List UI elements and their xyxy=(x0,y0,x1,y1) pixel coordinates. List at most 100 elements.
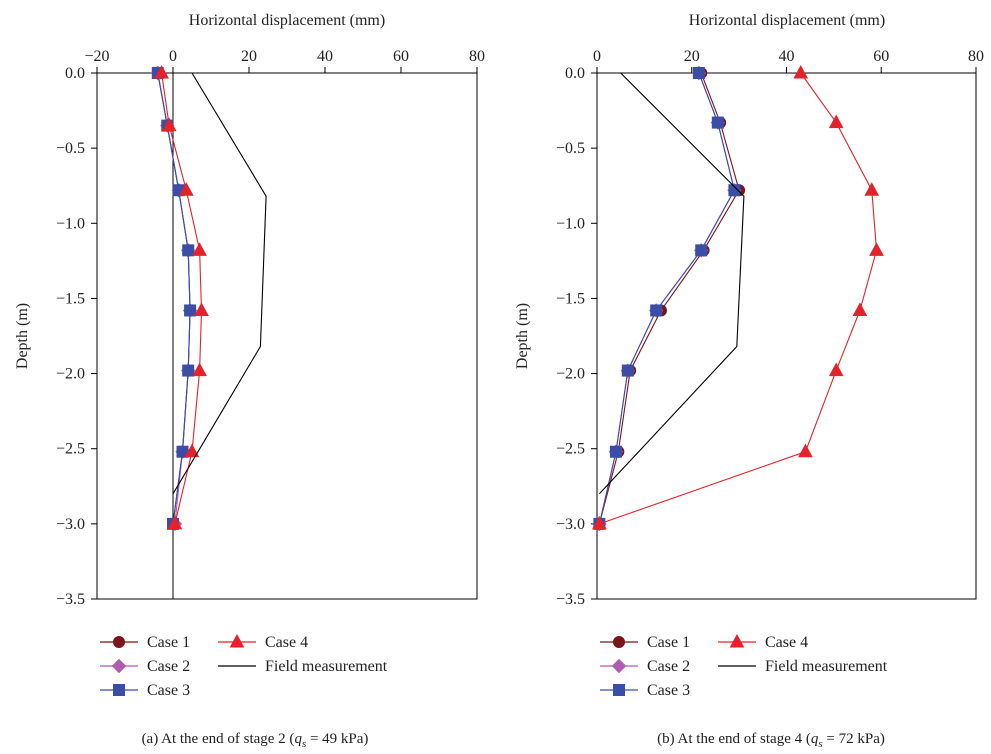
x-tick-label: 60 xyxy=(393,48,409,65)
legend-label: Case 3 xyxy=(647,682,690,699)
plot-frame xyxy=(596,72,977,600)
legend-label: Field measurement xyxy=(265,658,388,675)
series-case-4 xyxy=(592,64,884,530)
data-point xyxy=(161,117,177,132)
x-axis-title: Horizontal displacement (mm) xyxy=(689,12,885,29)
data-point xyxy=(178,182,194,196)
data-point xyxy=(869,242,884,256)
data-point xyxy=(828,362,844,377)
tick-layer: 0 20 40 60 80 0.0 −0.5 −1.0 −1.5 −2.0 −2.5 −3.0 −3.5 xyxy=(556,48,984,608)
legend-swatch-marker xyxy=(611,658,627,674)
series-case-4 xyxy=(154,64,209,530)
legend-item-field-measurement: Field measurement xyxy=(218,658,388,675)
legend-swatch-marker xyxy=(613,684,625,696)
y-tick-label: −1.0 xyxy=(56,215,85,232)
legend-label: Case 1 xyxy=(647,634,690,651)
y-tick-label: −0.5 xyxy=(56,140,85,157)
data-point xyxy=(182,244,195,257)
legend-swatch-marker xyxy=(729,633,745,648)
data-point xyxy=(184,304,197,317)
y-tick-label: −3.5 xyxy=(56,591,85,608)
series-field-measurement xyxy=(598,72,745,495)
series-case-3 xyxy=(151,67,197,530)
data-point xyxy=(711,116,724,129)
data-point xyxy=(728,184,741,197)
data-point xyxy=(192,362,207,377)
x-tick-label: 60 xyxy=(873,48,889,65)
y-tick-label: −2.0 xyxy=(56,366,85,383)
series-line xyxy=(598,72,745,495)
chart-panel-b: Horizontal displacement (mm) Depth (m) 0… xyxy=(514,12,984,750)
legend-item-case-1: Case 1 xyxy=(600,634,690,651)
data-point xyxy=(194,302,209,316)
y-tick-label: −1.5 xyxy=(556,290,585,307)
legend-item-case-2: Case 2 xyxy=(600,658,690,675)
y-tick-label: −1.5 xyxy=(56,290,85,307)
y-tick-label: −2.5 xyxy=(56,441,85,458)
legend-label: Case 2 xyxy=(147,658,190,675)
series-line xyxy=(172,72,267,495)
data-point xyxy=(798,443,813,458)
series-layer xyxy=(150,64,267,532)
series-line xyxy=(599,72,878,525)
series-line xyxy=(157,72,191,524)
caption-sub: s xyxy=(818,738,822,750)
y-tick-label: 0.0 xyxy=(565,65,585,82)
x-axis-title: Horizontal displacement (mm) xyxy=(189,12,385,29)
data-point xyxy=(192,242,207,256)
tick-layer: −20 0 20 40 60 80 0.0 −0.5 −1.0 −1.5 −2.0 −2.5 −3.0 −… xyxy=(56,48,485,608)
x-tick-label: 40 xyxy=(317,48,333,65)
y-axis-title: Depth (m) xyxy=(14,303,31,369)
y-tick-label: 0.0 xyxy=(65,65,85,82)
legend-item-field-measurement: Field measurement xyxy=(718,658,888,675)
x-tick-label: 0 xyxy=(593,48,601,65)
legend-item-case-3: Case 3 xyxy=(600,682,690,699)
series-line xyxy=(598,72,735,525)
caption-q: q xyxy=(811,731,819,747)
data-point xyxy=(852,302,868,316)
x-tick-label: 20 xyxy=(241,48,257,65)
legend-item-case-4: Case 4 xyxy=(718,633,808,651)
data-point xyxy=(167,515,183,530)
data-point xyxy=(182,364,195,377)
data-point xyxy=(695,244,708,257)
data-point xyxy=(650,304,663,317)
data-point xyxy=(184,443,200,458)
y-tick-label: −2.5 xyxy=(556,441,585,458)
y-tick-label: −3.0 xyxy=(56,516,85,533)
caption: (b) At the end of stage 4 (qs = 72 kPa) xyxy=(657,731,885,750)
legend-swatch-marker xyxy=(113,684,125,696)
y-tick-label: −2.0 xyxy=(556,366,585,383)
legend-label: Field measurement xyxy=(765,658,888,675)
legend-swatch-marker xyxy=(229,633,245,648)
caption: (a) At the end of stage 2 (qs = 49 kPa) xyxy=(142,731,369,750)
legend-item-case-2: Case 2 xyxy=(100,658,190,675)
y-tick-label: −3.0 xyxy=(556,516,585,533)
x-tick-label: 20 xyxy=(684,48,700,65)
legend-label: Case 3 xyxy=(147,682,190,699)
data-point xyxy=(621,364,634,377)
x-tick-label: 40 xyxy=(779,48,795,65)
x-tick-label: 80 xyxy=(469,48,485,65)
data-point xyxy=(793,64,809,79)
data-point xyxy=(828,114,844,129)
legend-swatch-marker xyxy=(111,658,127,674)
legend-label: Case 4 xyxy=(265,634,308,651)
legend-swatch-marker xyxy=(613,636,625,648)
series-line xyxy=(598,72,740,525)
legend-item-case-4: Case 4 xyxy=(218,633,308,651)
caption-suffix: = 72 kPa) xyxy=(823,731,885,747)
series-case-1 xyxy=(151,67,197,530)
caption-suffix: = 49 kPa) xyxy=(306,731,368,747)
y-axis-title: Depth (m) xyxy=(514,303,531,369)
caption-prefix: (a) At the end of stage 2 ( xyxy=(142,731,295,747)
legend: Case 1 Case 2 Case 3 Case 4 Field measuremen… xyxy=(600,633,888,699)
legend-item-case-1: Case 1 xyxy=(100,634,190,651)
series-case-2 xyxy=(592,65,742,532)
data-point xyxy=(864,182,880,196)
series-line xyxy=(161,72,203,525)
data-point xyxy=(609,445,622,458)
data-point xyxy=(154,64,169,79)
series-case-1 xyxy=(593,67,746,530)
y-tick-label: −3.5 xyxy=(556,591,585,608)
